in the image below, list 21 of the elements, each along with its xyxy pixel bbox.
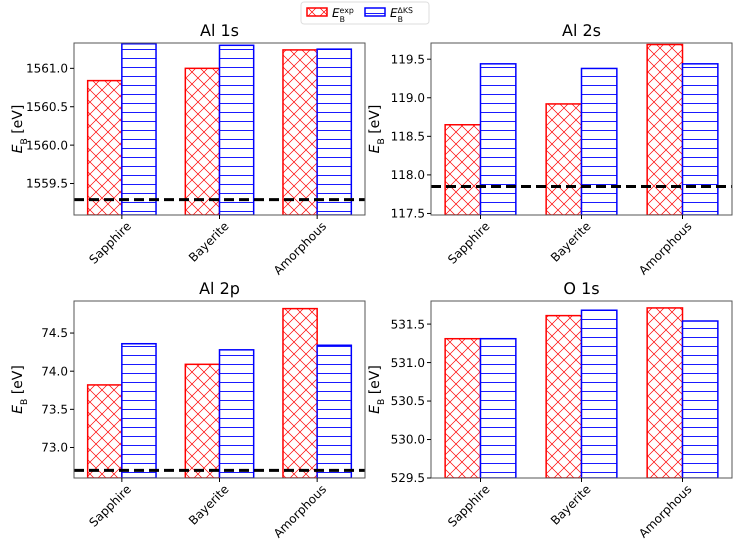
y-tick-label: 74.0: [41, 364, 68, 378]
chart-title: Al 1s: [200, 21, 239, 40]
y-tick-label: 531.0: [390, 356, 425, 370]
y-tick-label: 119.0: [390, 90, 425, 105]
y-tick-label: 74.5: [41, 326, 68, 340]
y-tick-label: 119.5: [390, 52, 425, 66]
y-tick-label: 73.0: [41, 440, 68, 455]
y-tick-label: 530.0: [390, 432, 425, 447]
y-tick-label: 1561.0: [26, 62, 68, 76]
y-tick-label: 1560.5: [26, 100, 68, 114]
y-tick-label: 73.5: [41, 402, 68, 417]
y-tick-label: 117.5: [390, 206, 425, 221]
y-tick-label: 118.5: [390, 130, 425, 144]
y-tick-label: 1559.5: [26, 176, 68, 191]
y-tick-label: 529.5: [390, 471, 425, 486]
y-tick-label: 118.0: [390, 168, 425, 182]
y-tick-label: 530.5: [390, 394, 425, 408]
chart-title: Al 2s: [562, 21, 601, 40]
chart-title: O 1s: [563, 279, 600, 298]
y-tick-label: 531.5: [390, 317, 425, 332]
chart-title: Al 2p: [199, 279, 240, 298]
